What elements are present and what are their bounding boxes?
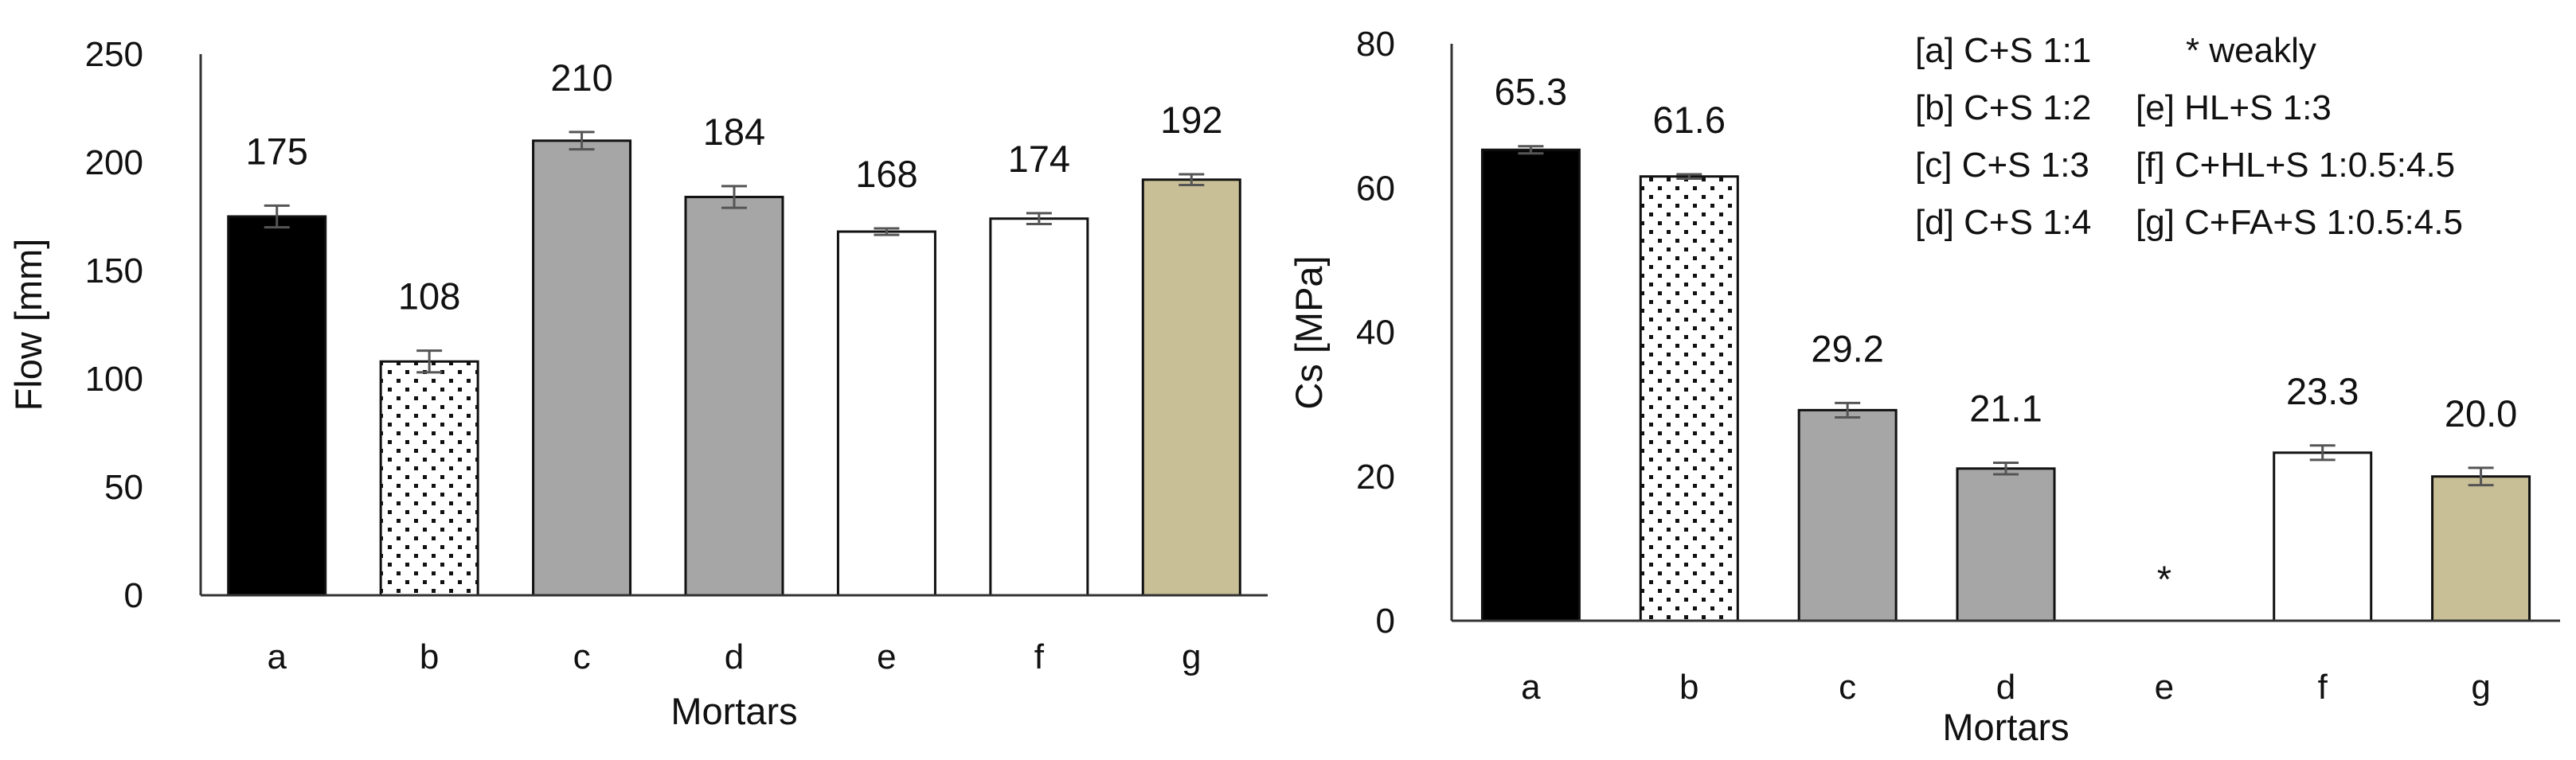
x-axis-title: Mortars — [670, 690, 797, 732]
x-axis-title: Mortars — [1942, 706, 2069, 748]
data-label-e: * — [2157, 558, 2171, 600]
data-label-e: 168 — [855, 153, 917, 195]
y-tick-label: 50 — [104, 468, 143, 507]
x-tick-label-a: a — [267, 637, 287, 676]
x-tick-label-d: d — [725, 637, 744, 676]
y-tick-label: 40 — [1356, 314, 1395, 353]
flow-bar-chart: 0 50 100 150 200 250 Flow [mm] Mortars 175 a 108 b 2… — [7, 35, 1268, 732]
compressive-strength-bar-chart: [a] C+S 1:1 * weakly [b] C+S 1:2 [e] HL+… — [1288, 25, 2560, 748]
data-label-g: 20.0 — [2445, 392, 2517, 435]
x-tick-label-g: g — [2471, 668, 2490, 707]
x-tick-label-e: e — [2155, 668, 2174, 707]
x-tick-label-e: e — [877, 637, 896, 676]
legend-entry-e: [e] HL+S 1:3 — [2136, 88, 2332, 127]
y-tick-label: 20 — [1356, 458, 1395, 497]
y-tick-label: 60 — [1356, 169, 1395, 208]
x-tick-label-f: f — [1034, 637, 1045, 676]
bar-c — [1797, 408, 1898, 622]
y-tick-label: 250 — [85, 35, 143, 74]
y-axis-title: Flow [mm] — [7, 239, 49, 411]
bar-d — [1956, 467, 2056, 622]
legend-entry-c: [c] C+S 1:3 — [1915, 146, 2089, 185]
x-tick-label-d: d — [1996, 668, 2015, 707]
chart-legend: [a] C+S 1:1 * weakly [b] C+S 1:2 [e] HL+… — [1915, 31, 2463, 242]
data-label-b: 108 — [398, 275, 460, 318]
bar-f — [2273, 451, 2373, 622]
data-label-c: 29.2 — [1811, 327, 1883, 369]
bar-f — [989, 217, 1089, 597]
bar-b — [1639, 175, 1739, 622]
data-label-c: 210 — [550, 57, 612, 99]
data-label-b: 61.6 — [1653, 99, 1726, 141]
data-label-d: 21.1 — [1969, 388, 2042, 430]
y-tick-label: 150 — [85, 251, 143, 290]
bar-g — [1141, 178, 1241, 597]
bar-a — [1480, 148, 1581, 622]
legend-entry-b: [b] C+S 1:2 — [1915, 88, 2091, 127]
bar-c — [532, 139, 632, 597]
y-tick-label: 0 — [124, 576, 143, 615]
x-tick-label-f: f — [2318, 668, 2328, 707]
bar-e — [836, 230, 936, 597]
x-tick-label-c: c — [573, 637, 591, 676]
legend-entry-weakly: * weakly — [2186, 31, 2316, 70]
x-tick-label-a: a — [1521, 668, 1541, 707]
data-label-g: 192 — [1160, 99, 1222, 141]
data-label-f: 174 — [1008, 138, 1070, 180]
data-label-a: 65.3 — [1495, 71, 1567, 113]
y-tick-label: 100 — [85, 360, 143, 399]
data-label-d: 184 — [703, 111, 765, 153]
data-label-f: 23.3 — [2286, 370, 2359, 412]
legend-entry-g: [g] C+FA+S 1:0.5:4.5 — [2136, 203, 2463, 242]
y-tick-label: 0 — [1376, 602, 1395, 641]
y-tick-label: 200 — [85, 143, 143, 182]
y-axis-title: Cs [MPa] — [1288, 255, 1330, 409]
data-label-a: 175 — [246, 130, 308, 172]
legend-entry-d: [d] C+S 1:4 — [1915, 203, 2091, 242]
bar-b — [379, 360, 479, 597]
legend-entry-a: [a] C+S 1:1 — [1915, 31, 2091, 70]
legend-entry-f: [f] C+HL+S 1:0.5:4.5 — [2136, 146, 2455, 185]
bar-a — [227, 215, 327, 597]
bar-g — [2431, 475, 2531, 622]
y-tick-label: 80 — [1356, 25, 1395, 64]
bar-d — [684, 196, 784, 597]
x-tick-label-b: b — [420, 637, 439, 676]
x-tick-label-c: c — [1839, 668, 1856, 707]
x-tick-label-g: g — [1182, 637, 1201, 676]
x-tick-label-b: b — [1679, 668, 1698, 707]
